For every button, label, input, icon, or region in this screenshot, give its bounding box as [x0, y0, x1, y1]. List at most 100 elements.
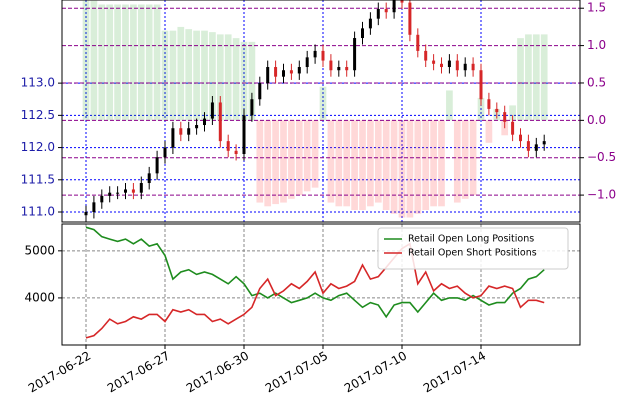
- candle-body: [455, 60, 459, 71]
- candle-body: [305, 57, 309, 68]
- x-tick-label: 2017-06-30: [184, 349, 251, 396]
- candle-body: [124, 189, 127, 193]
- sentiment-bar: [137, 4, 145, 121]
- candle-body: [408, 2, 412, 35]
- candle-body: [495, 108, 499, 113]
- x-tick-label: 2017-07-10: [342, 349, 409, 396]
- candle-body: [92, 202, 96, 213]
- candle-body: [84, 212, 88, 216]
- candle-body: [503, 112, 507, 122]
- y2-tick-label: 0.0: [587, 113, 606, 127]
- candle-body: [534, 144, 538, 151]
- series-line: [85, 242, 545, 339]
- candle-body: [376, 9, 380, 19]
- candle-body: [147, 173, 151, 184]
- candle-body: [337, 67, 341, 71]
- sentiment-bar: [240, 41, 248, 121]
- sentiment-bar: [532, 34, 540, 121]
- sentiment-bar: [406, 120, 414, 218]
- sentiment-bar: [351, 120, 358, 211]
- candle-body: [131, 189, 135, 193]
- candle-body: [108, 192, 112, 196]
- candle-body: [487, 99, 491, 109]
- candle-body: [400, 0, 404, 3]
- sentiment-bar: [280, 120, 287, 203]
- candle-body: [447, 60, 451, 68]
- legend-box: [377, 227, 569, 270]
- sentiment-bar: [98, 4, 106, 121]
- sentiment-bar: [185, 29, 193, 121]
- x-tick-label: 2017-06-27: [105, 349, 172, 396]
- sentiment-bar: [311, 120, 319, 188]
- candle-body: [471, 63, 475, 71]
- sentiment-bar: [414, 120, 422, 214]
- sentiment-bar: [264, 120, 272, 207]
- sentiment-bar: [485, 120, 493, 143]
- y2-tick-label: 1.0: [587, 38, 606, 52]
- sentiment-bar: [201, 30, 208, 121]
- candle-body: [179, 128, 183, 135]
- sentiment-bar: [367, 120, 374, 207]
- y-tick-label: 111.5: [21, 172, 55, 186]
- candle-body: [266, 67, 270, 84]
- candle-body: [440, 63, 443, 68]
- legend-label: Retail Open Short Positions: [408, 248, 537, 259]
- y-tick-label: 113.0: [21, 76, 55, 90]
- candle-body: [542, 141, 546, 145]
- sentiment-bar: [509, 105, 516, 121]
- candle-body: [274, 67, 278, 77]
- candle-body: [163, 147, 167, 158]
- candle-body: [100, 195, 104, 203]
- candle-body: [526, 141, 530, 151]
- y2-tick-label: −0.5: [587, 150, 616, 164]
- x-tick-label: 2017-06-22: [26, 349, 93, 396]
- candle-body: [297, 67, 301, 74]
- candle-body: [203, 118, 206, 126]
- candle-body: [289, 70, 293, 74]
- sentiment-bar: [540, 34, 548, 121]
- y-tick-label: 112.5: [21, 108, 55, 122]
- sentiment-bar: [114, 4, 121, 121]
- sentiment-bar: [122, 4, 129, 121]
- candle-body: [226, 141, 230, 151]
- candle-body: [321, 50, 325, 61]
- sentiment-bar: [145, 4, 153, 121]
- candle-body: [424, 50, 428, 61]
- candle-body: [345, 67, 349, 71]
- y2-tick-label: 0.5: [587, 75, 606, 89]
- candle-body: [139, 183, 143, 193]
- sentiment-bar: [272, 120, 279, 205]
- y-tick-label: 112.0: [21, 140, 55, 154]
- sentiment-bar: [106, 4, 114, 121]
- candle-body: [479, 70, 483, 100]
- sentiment-bar: [525, 34, 532, 121]
- sentiment-bar: [477, 97, 485, 121]
- candle-body: [432, 60, 436, 64]
- sentiment-bar: [343, 120, 351, 207]
- candle-body: [250, 99, 254, 116]
- x-tick-label: 2017-07-14: [421, 349, 488, 396]
- sentiment-bar: [382, 120, 390, 211]
- sentiment-bar: [303, 120, 311, 192]
- sentiment-bar: [177, 26, 185, 121]
- sentiment-bar: [430, 120, 437, 207]
- sentiment-bar: [248, 41, 256, 121]
- sentiment-bar: [517, 38, 524, 121]
- candle-body: [361, 28, 364, 39]
- candle-body: [282, 70, 285, 77]
- sentiment-bar: [90, 0, 98, 121]
- candle-body: [463, 63, 467, 71]
- y2-tick-label: −1.0: [587, 188, 616, 202]
- y-tick-label: 111.0: [21, 205, 55, 219]
- candle-body: [416, 34, 420, 51]
- candle-body: [195, 125, 199, 129]
- candle-body: [392, 0, 396, 13]
- sentiment-bar: [446, 90, 453, 121]
- candle-body: [242, 115, 246, 155]
- legend-label: Retail Open Long Positions: [408, 234, 534, 245]
- y-tick-label: 5000: [24, 243, 55, 257]
- sentiment-bar: [161, 30, 169, 121]
- sentiment-bar: [438, 120, 445, 207]
- sentiment-bar: [256, 120, 264, 203]
